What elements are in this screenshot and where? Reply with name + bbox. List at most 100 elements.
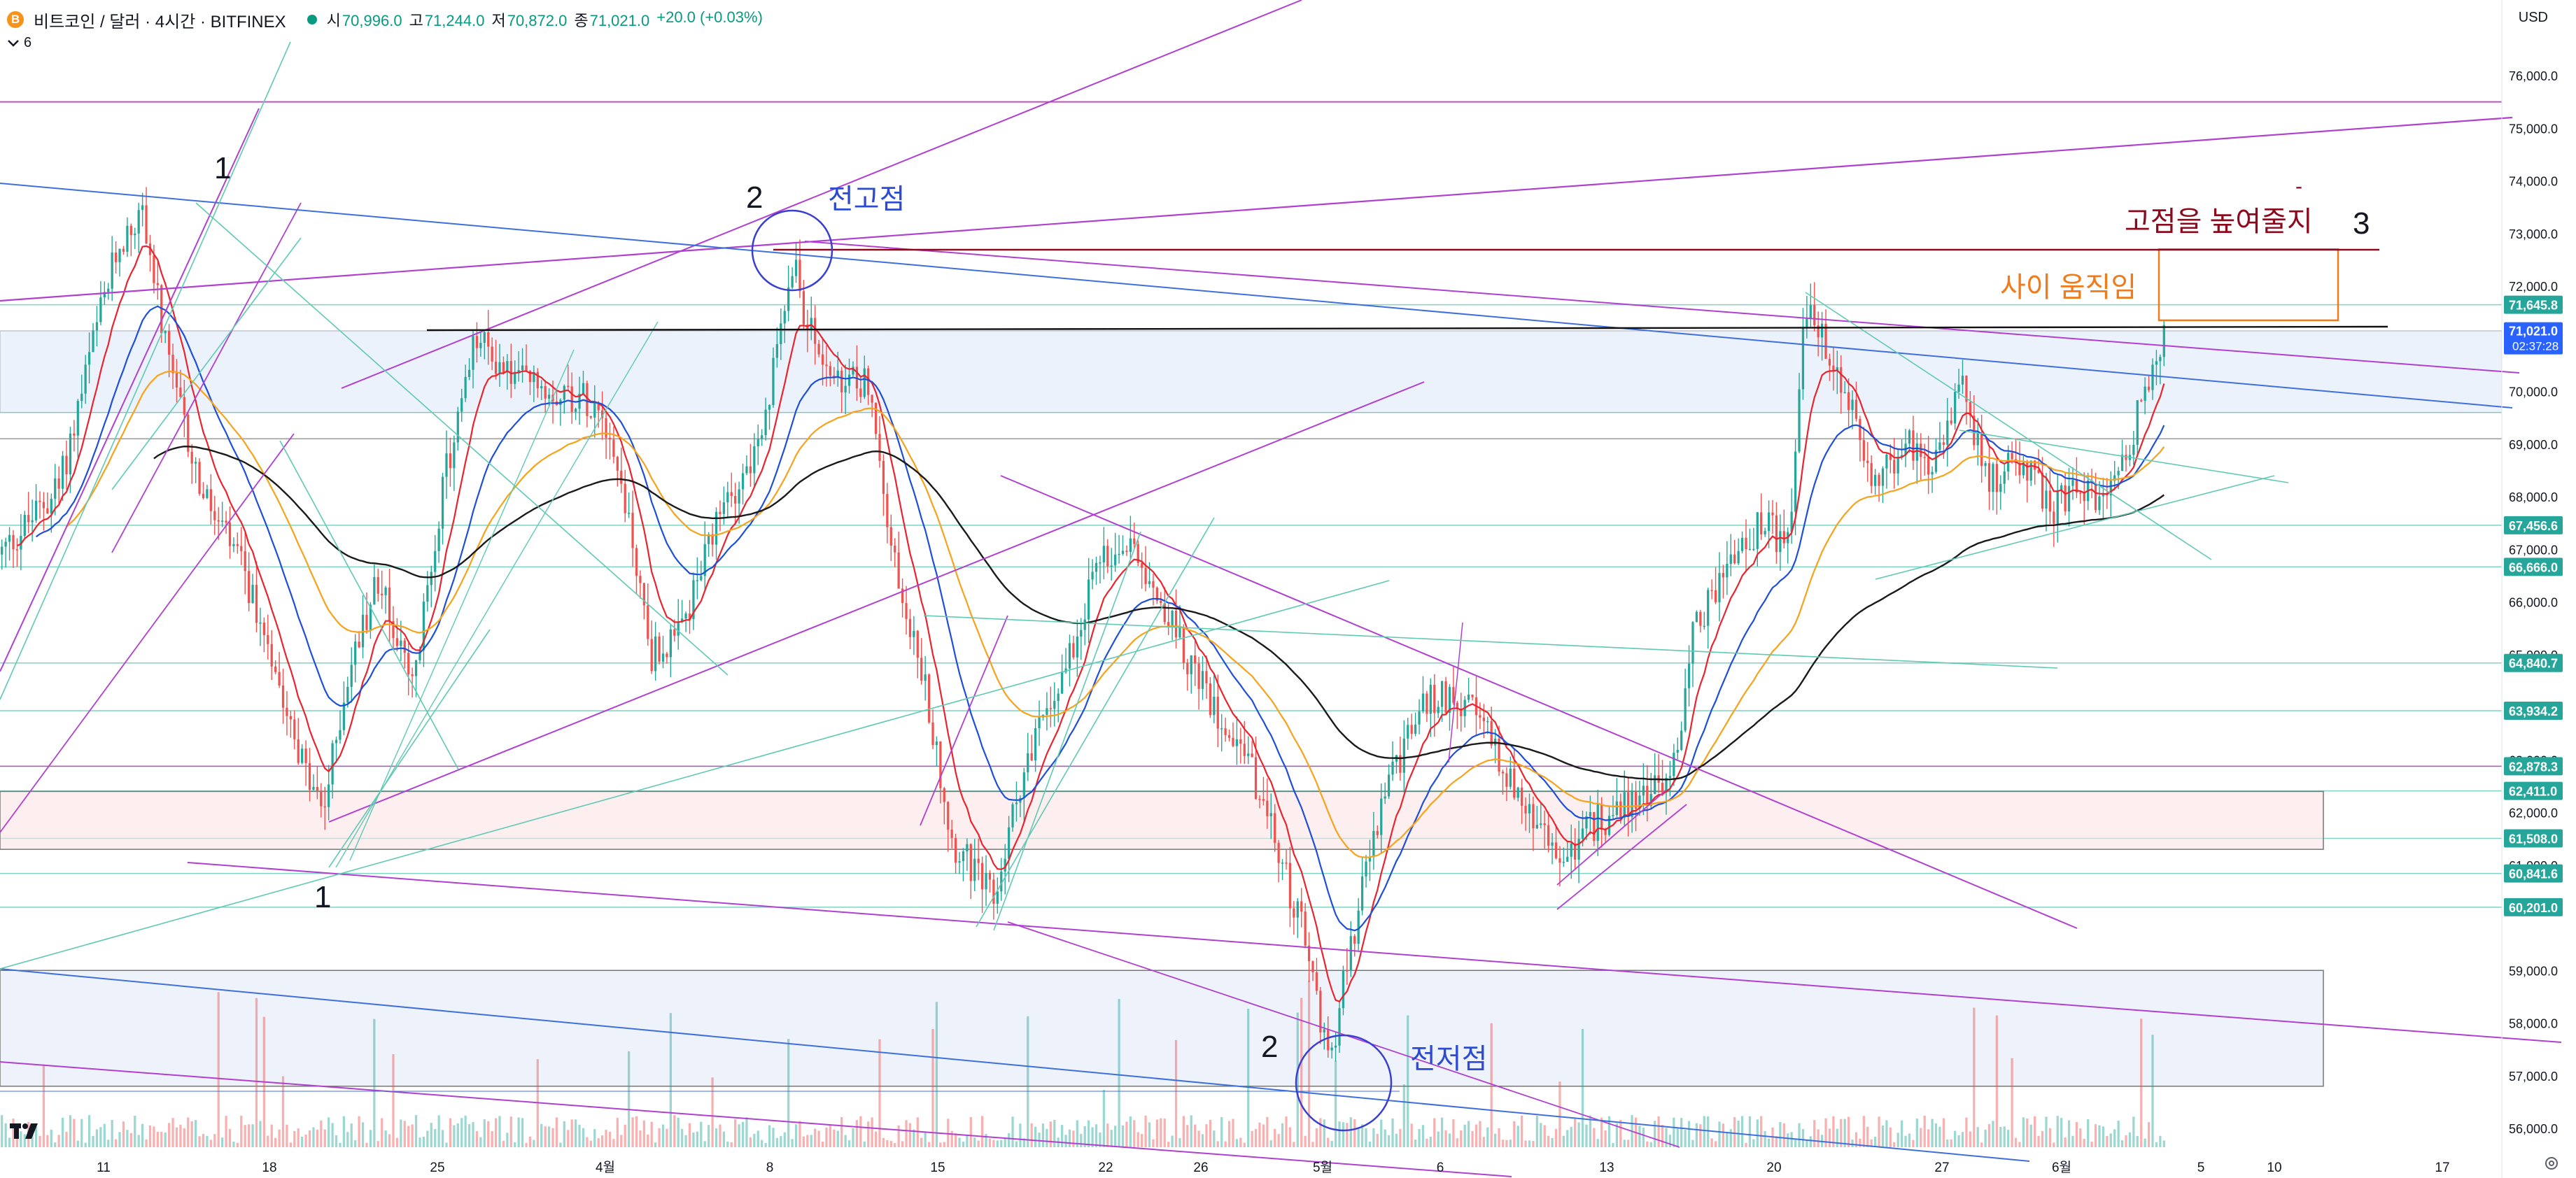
current-price-label: 71,021.0 xyxy=(2509,325,2558,339)
volume-bar xyxy=(973,1137,976,1147)
volume-bar xyxy=(1714,1141,1717,1147)
candle-body xyxy=(2098,496,2101,511)
volume-bar xyxy=(381,1118,383,1147)
candle-body xyxy=(1239,739,1242,744)
trendline-teal[interactable] xyxy=(111,237,302,490)
currency-selector[interactable]: USD xyxy=(2518,10,2548,25)
volume-bar xyxy=(1414,1140,1417,1147)
candlesticks[interactable] xyxy=(1,187,2165,1062)
volume-bar xyxy=(1521,1115,1523,1147)
candle-body xyxy=(1076,636,1078,658)
volume-bar xyxy=(354,1140,357,1147)
volume-bar xyxy=(578,1124,581,1147)
trendline-teal[interactable] xyxy=(1959,430,2289,483)
volume-bar xyxy=(514,1142,516,1147)
volume-bar xyxy=(2041,1130,2044,1147)
volume-bar xyxy=(867,1121,870,1147)
trendline-teal[interactable] xyxy=(335,321,659,868)
volume-bar xyxy=(2075,1121,2078,1147)
trendline-purple[interactable] xyxy=(1556,790,1666,886)
trendline-purple[interactable] xyxy=(341,0,1302,389)
trendline-teal[interactable] xyxy=(923,615,2058,669)
price-tick-label: 69,000.0 xyxy=(2509,438,2558,452)
time-axis[interactable]: 11 18 25 4월 8 15 22 26 5월 6 13 20 27 6월 5 10 17 xyxy=(97,1160,2449,1175)
trendline-purple[interactable] xyxy=(111,202,302,553)
volume-bar xyxy=(2087,1119,2090,1147)
trendline-teal[interactable] xyxy=(1805,292,2212,560)
trendline-purple[interactable] xyxy=(0,116,2513,302)
tradingview-logo-icon[interactable] xyxy=(10,1122,46,1140)
volume-bar xyxy=(666,1128,668,1147)
volume-bar xyxy=(1760,1116,1763,1147)
trendline-teal[interactable] xyxy=(0,580,1390,970)
candle-body xyxy=(1528,804,1531,814)
trendline-purple[interactable] xyxy=(328,381,1425,823)
volume-bar xyxy=(2071,1135,2074,1147)
price-tick-label: 59,000.0 xyxy=(2509,964,2558,978)
symbol-title[interactable]: 비트코인 / 달러 · 4시간 · BITFINEX xyxy=(34,12,286,31)
volume-bar xyxy=(1843,1119,1846,1147)
trendline-blue[interactable] xyxy=(0,968,2030,1162)
trendline-teal[interactable] xyxy=(328,629,491,868)
candle-body xyxy=(913,630,915,637)
indicator-collapse-toggle[interactable]: 6 xyxy=(7,35,31,51)
volume-bar xyxy=(1950,1139,1952,1147)
prev-high-circle[interactable] xyxy=(751,209,833,292)
resistance-line-black[interactable] xyxy=(426,325,2388,332)
prev-low-circle[interactable] xyxy=(1295,1034,1393,1132)
candle-body xyxy=(1554,842,1558,858)
volume-bar xyxy=(217,992,220,1147)
trendline-purple[interactable] xyxy=(1000,475,2078,929)
candle-body xyxy=(1516,787,1519,798)
trendline-teal[interactable] xyxy=(1875,475,2275,580)
volume-bar xyxy=(365,1142,368,1147)
trendline-teal[interactable] xyxy=(993,531,1141,931)
volume-bar xyxy=(1300,998,1303,1147)
trendline-teal[interactable] xyxy=(0,41,291,700)
volume-bar xyxy=(753,1133,756,1147)
volume-bar xyxy=(1262,1124,1265,1147)
trendline-teal[interactable] xyxy=(279,440,459,770)
trendline-teal[interactable] xyxy=(976,517,1215,928)
volume-bar xyxy=(328,1117,330,1147)
candle-body xyxy=(1775,515,1778,553)
trendline-teal[interactable] xyxy=(349,349,575,861)
trendline-purple[interactable] xyxy=(187,862,2562,1043)
settings-gear-icon[interactable] xyxy=(2542,1154,2561,1172)
volume-bar xyxy=(426,1130,429,1147)
trendline-teal[interactable] xyxy=(195,202,729,676)
volume-bar xyxy=(1083,1126,1086,1147)
symbol-header[interactable]: B 비트코인 / 달러 · 4시간 · BITFINEX 시70,996.0 고… xyxy=(0,0,763,39)
candle-body xyxy=(1349,936,1352,971)
trendline-purple[interactable] xyxy=(920,615,1008,826)
price-axis[interactable]: 76,000.0 75,000.0 74,000.0 73,000.0 72,000.0… xyxy=(2501,0,2563,1178)
trendline-purple[interactable] xyxy=(1556,804,1687,910)
volume-bar xyxy=(658,1128,661,1147)
candle-body xyxy=(905,603,908,619)
candle-body xyxy=(988,872,992,880)
volume-bar xyxy=(414,1115,418,1147)
volume-bar xyxy=(1277,1134,1280,1147)
volume-bar xyxy=(722,1131,726,1147)
volume-bar xyxy=(988,1138,992,1147)
trendline-purple[interactable] xyxy=(0,433,295,833)
volume-bar xyxy=(889,1140,892,1147)
volume-bar xyxy=(871,1117,873,1147)
volume-bar xyxy=(1729,1129,1732,1147)
candle-body xyxy=(1437,707,1440,714)
candle-body xyxy=(244,551,246,572)
trendline-purple[interactable] xyxy=(804,241,2520,374)
trendline-purple[interactable] xyxy=(1448,622,1463,763)
time-tick-label: 8 xyxy=(766,1161,774,1175)
volume-bar xyxy=(1076,1120,1078,1147)
volume-bar xyxy=(61,1117,64,1147)
candle-body xyxy=(2136,400,2139,445)
candle-body xyxy=(1646,786,1649,807)
candle-body xyxy=(475,336,479,348)
trendline-purple[interactable] xyxy=(0,1061,1512,1177)
volume-bar xyxy=(1745,1142,1747,1147)
volume-bar xyxy=(167,1123,171,1147)
trendline-blue[interactable] xyxy=(0,183,2513,409)
